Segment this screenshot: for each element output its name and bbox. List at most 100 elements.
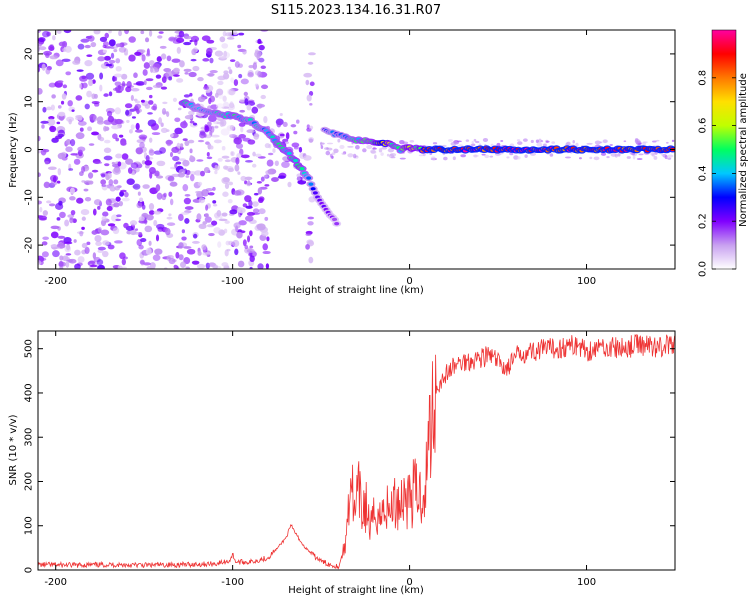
spectrogram-noise-blob bbox=[38, 257, 47, 261]
spectrogram-noise-blob bbox=[632, 155, 636, 160]
spectrogram-noise-blob bbox=[46, 200, 52, 204]
spectrogram-noise-blob bbox=[50, 104, 55, 111]
spectrogram-noise-blob bbox=[197, 96, 206, 103]
spectrogram-noise-blob bbox=[109, 186, 116, 192]
spectrogram-noise-blob bbox=[121, 153, 129, 160]
spectrogram-noise-blob bbox=[135, 228, 139, 231]
spectrogram-noise-blob bbox=[158, 31, 164, 34]
spectrogram-noise-blob bbox=[108, 179, 114, 186]
spectrogram-noise-blob bbox=[184, 206, 194, 210]
dispersed-track-core bbox=[293, 158, 299, 163]
spectrogram-noise-blob bbox=[56, 217, 61, 221]
spectrogram-noise-blob bbox=[56, 30, 62, 34]
spectrogram-noise-blob bbox=[264, 184, 270, 187]
spectrogram-noise-blob bbox=[38, 260, 42, 265]
spectrogram-noise-blob bbox=[105, 198, 112, 206]
spectrogram-noise-blob bbox=[205, 187, 214, 192]
spectrogram-noise-blob bbox=[282, 121, 288, 128]
dispersed-track-core bbox=[312, 191, 318, 195]
spectrogram-noise-blob bbox=[196, 159, 204, 162]
spectrogram-noise-blob bbox=[296, 177, 301, 181]
spectrogram-noise-blob bbox=[86, 90, 93, 98]
spectrogram-noise-blob bbox=[64, 219, 70, 227]
spectrogram-noise-blob bbox=[247, 72, 254, 78]
spectrogram-noise-blob bbox=[177, 172, 185, 178]
spectrogram-noise-blob bbox=[266, 236, 270, 242]
spectrogram-noise-blob bbox=[92, 208, 97, 216]
spectrogram-noise-blob bbox=[38, 200, 43, 205]
spectrogram-noise-blob bbox=[173, 265, 178, 269]
spectrogram-noise-blob bbox=[189, 155, 193, 159]
spectrogram-noise-blob bbox=[134, 103, 142, 110]
spectrogram-noise-blob bbox=[185, 175, 190, 178]
spectrogram-noise-blob bbox=[372, 147, 377, 150]
snr-x-tick-label: 0 bbox=[406, 577, 412, 588]
spectrogram-noise-blob bbox=[157, 35, 163, 39]
spectrogram-noise-blob bbox=[602, 139, 608, 144]
spectrogram-noise-blob bbox=[56, 180, 61, 184]
spectrogram-noise-blob bbox=[246, 235, 251, 243]
spectrogram-noise-blob bbox=[38, 135, 41, 142]
spectrogram-noise-blob bbox=[79, 127, 84, 132]
spectrogram-noise-blob bbox=[206, 152, 210, 157]
spectrogram-noise-blob bbox=[229, 134, 233, 137]
spectrogram-noise-blob bbox=[215, 103, 225, 109]
spectrogram-noise-blob bbox=[197, 250, 202, 256]
spectrogram-noise-blob bbox=[252, 62, 258, 70]
spectrogram-noise-blob bbox=[49, 125, 57, 133]
spectrogram-noise-blob bbox=[150, 190, 156, 194]
spectrogram-noise-blob bbox=[168, 213, 172, 217]
spectrogram-noise-blob bbox=[530, 139, 534, 143]
spectrogram-noise-blob bbox=[256, 180, 262, 184]
dispersed-track-core bbox=[310, 187, 316, 191]
spectrogram-noise-blob bbox=[68, 118, 72, 125]
spectrogram-noise-blob bbox=[374, 154, 377, 160]
spectrogram-noise-blob bbox=[181, 229, 186, 234]
spectrogram-noise-blob bbox=[146, 266, 152, 269]
spectrogram-noise-blob bbox=[307, 216, 315, 220]
spectrogram-noise-blob bbox=[252, 151, 256, 157]
spectrogram-noise-blob bbox=[339, 144, 345, 149]
spectrogram-noise-blob bbox=[145, 37, 150, 43]
spectrogram-noise-blob bbox=[237, 171, 241, 175]
colorbar-tick-label: 0.0 bbox=[698, 261, 709, 277]
spectrogram-noise-blob bbox=[178, 242, 184, 249]
colorbar: 0.0 0.2 0.4 0.6 0.8 Normalized spectral ampl… bbox=[698, 29, 749, 277]
spectrogram-noise-blob bbox=[111, 125, 120, 130]
spectrogram-noise-blob bbox=[184, 71, 189, 75]
spectrogram-noise-blob bbox=[233, 31, 238, 36]
spectrogram-noise-blob bbox=[251, 212, 260, 215]
spectrogram-noise-blob bbox=[126, 119, 130, 123]
spectrogram-noise-blob bbox=[88, 79, 94, 87]
spectrogram-noise-blob bbox=[116, 214, 122, 218]
spectrogram-noise-blob bbox=[237, 260, 245, 268]
spectrogram-noise-blob bbox=[257, 40, 263, 44]
spectrogram-noise-blob bbox=[148, 137, 153, 143]
spectrogram-noise-blob bbox=[303, 155, 312, 161]
spectrogram-noise-blob bbox=[623, 140, 627, 143]
spectrogram-noise-blob bbox=[190, 58, 197, 62]
spectrogram-noise-blob bbox=[309, 103, 313, 106]
spectrogram-noise-blob bbox=[260, 65, 267, 69]
spectrogram-noise-blob bbox=[285, 141, 289, 144]
spectrogram-noise-blob bbox=[409, 140, 415, 143]
spectrogram-noise-blob bbox=[279, 133, 285, 137]
spectrogram-noise-blob bbox=[115, 196, 121, 202]
spectrogram-noise-blob bbox=[524, 154, 528, 158]
spectrogram-noise-blob bbox=[432, 142, 438, 145]
spectrogram-noise-blob bbox=[189, 174, 195, 182]
spectrogram-noise-blob bbox=[118, 30, 122, 37]
spectrogram-noise-blob bbox=[88, 180, 94, 185]
spectrogram-noise-blob bbox=[243, 91, 248, 96]
spectrogram-noise-blob bbox=[207, 72, 215, 77]
spectrogram-noise-blob bbox=[50, 225, 60, 230]
spectrogram-noise-blob bbox=[144, 104, 151, 109]
spectrogram-noise-blob bbox=[84, 44, 91, 49]
spectrogram-noise-blob bbox=[239, 109, 246, 113]
snr-panel: -200 -100 0 100 0 100 200 300 400 500 Height of s… bbox=[8, 330, 676, 596]
spectrogram-noise-blob bbox=[165, 129, 170, 132]
spectrogram-noise-blob bbox=[253, 132, 260, 140]
spectrogram-noise-blob bbox=[341, 152, 346, 155]
spectrogram-noise-blob bbox=[58, 200, 63, 206]
spectrogram-noise-blob bbox=[57, 105, 62, 109]
